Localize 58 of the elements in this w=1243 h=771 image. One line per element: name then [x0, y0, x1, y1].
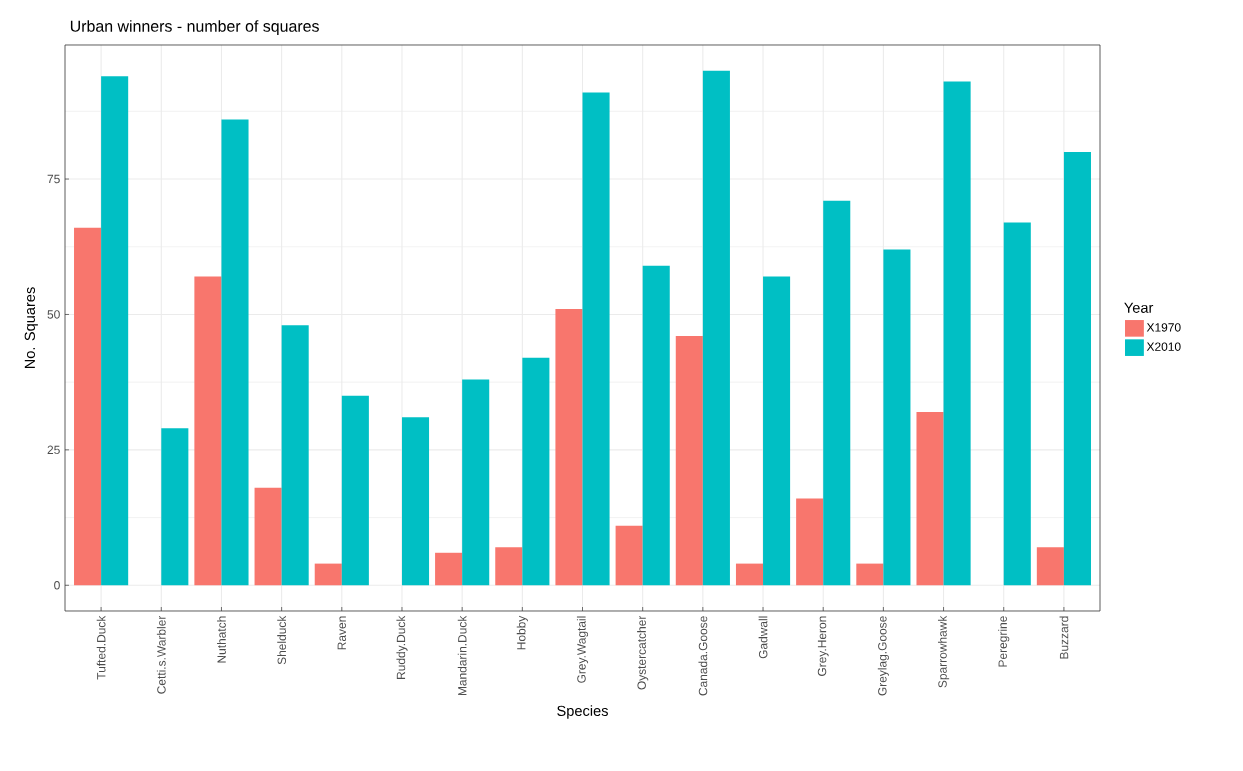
bar	[522, 357, 550, 586]
bar	[281, 325, 309, 586]
bar	[495, 547, 523, 586]
chart-title: Urban winners - number of squares	[70, 20, 319, 35]
x-tick-label: Mandarin.Duck	[457, 615, 467, 696]
legend-label: X2010	[1146, 342, 1181, 351]
x-tick-label: Buzzard	[1059, 616, 1069, 659]
bar	[462, 379, 490, 586]
y-tick-label: 0	[54, 581, 60, 590]
legend-label: X1970	[1146, 323, 1181, 332]
x-tick-label: Nuthatch	[217, 616, 226, 663]
bar	[314, 563, 342, 586]
y-tick-label: 75	[47, 174, 60, 184]
x-tick-label: Shelduck	[277, 615, 287, 665]
x-tick-label: Hobby	[516, 615, 528, 650]
y-tick-label: 25	[47, 445, 60, 455]
legend-title: Year	[1124, 302, 1154, 313]
x-tick-label: Oystercatcher	[637, 615, 649, 690]
x-tick-label: Grey.Wagtail	[576, 616, 589, 683]
x-tick-label: Greylag.Goose	[877, 616, 889, 696]
bar	[615, 525, 643, 586]
bar	[161, 428, 189, 586]
bar	[916, 411, 944, 586]
bar	[763, 276, 791, 586]
bar	[401, 417, 430, 586]
bar	[101, 76, 129, 586]
x-tick-label: Grey.Heron	[817, 616, 829, 676]
bar	[642, 265, 670, 586]
x-tick-label: Cetti.s.Warbler	[156, 615, 166, 694]
bar	[796, 498, 824, 586]
bar	[435, 552, 463, 586]
bar	[1003, 222, 1031, 586]
bar	[883, 249, 911, 586]
x-tick-label: Gadwall	[758, 616, 768, 659]
bar	[675, 336, 703, 586]
bar	[1063, 151, 1091, 586]
bar	[943, 81, 971, 586]
bar	[856, 563, 884, 586]
bar	[555, 309, 583, 586]
bar	[254, 487, 282, 586]
x-tick-label: Ruddy.Duck	[396, 615, 408, 679]
bar	[582, 92, 610, 586]
bar	[735, 563, 764, 586]
bar	[341, 395, 369, 586]
bar	[1036, 547, 1064, 586]
x-tick-label: Peregrine	[998, 616, 1010, 667]
bar	[194, 276, 222, 586]
x-tick-label: Tufted.Duck	[96, 615, 106, 680]
bar	[221, 119, 249, 586]
bar	[823, 200, 851, 586]
bar	[702, 70, 730, 586]
y-axis-title: No. Squares	[24, 287, 38, 369]
x-tick-label: Raven	[337, 616, 346, 650]
bar	[74, 227, 102, 586]
x-tick-label: Canada.Goose	[698, 616, 708, 696]
x-tick-label: Sparrowhawk	[937, 615, 950, 688]
y-tick-label: 50	[47, 310, 60, 319]
x-axis-title: Species	[557, 705, 608, 719]
